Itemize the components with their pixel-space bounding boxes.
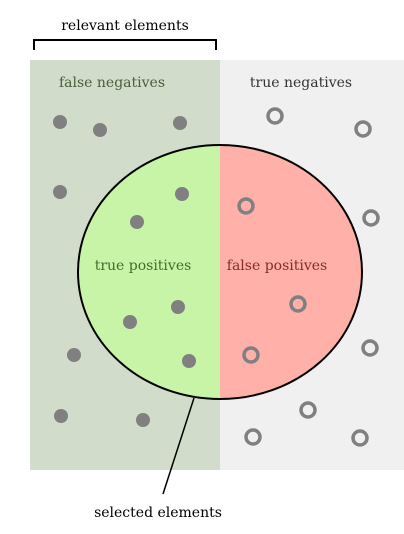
selected-elements-ellipse <box>77 144 363 400</box>
true-positives-area <box>78 145 220 399</box>
relevant-elements-bracket <box>33 39 217 50</box>
hollow-dot <box>266 107 284 125</box>
false-positives-area <box>220 145 362 399</box>
filled-dot <box>136 413 150 427</box>
filled-dot <box>175 187 189 201</box>
filled-dot <box>54 409 68 423</box>
false-negatives-label: false negatives <box>59 75 165 91</box>
filled-dot <box>182 354 196 368</box>
hollow-dot <box>242 346 260 364</box>
hollow-dot <box>354 120 372 138</box>
hollow-dot <box>361 339 379 357</box>
hollow-dot <box>289 295 307 313</box>
filled-dot <box>130 215 144 229</box>
filled-dot <box>93 123 107 137</box>
filled-dot <box>53 185 67 199</box>
hollow-dot <box>237 197 255 215</box>
filled-dot <box>173 116 187 130</box>
true-positives-label: true positives <box>95 258 192 274</box>
filled-dot <box>123 315 137 329</box>
true-negatives-label: true negatives <box>250 75 352 91</box>
hollow-dot <box>362 209 380 227</box>
selected-elements-label: selected elements <box>94 505 222 521</box>
non-relevant-element-dots <box>237 107 380 447</box>
filled-dot <box>171 300 185 314</box>
hollow-dot <box>351 429 369 447</box>
false-positives-label: false positives <box>227 258 327 274</box>
relevant-elements-label: relevant elements <box>61 18 189 34</box>
selected-elements-pointer <box>162 397 195 495</box>
hollow-dot <box>299 401 317 419</box>
relevant-element-dots <box>53 115 196 427</box>
filled-dot <box>53 115 67 129</box>
filled-dot <box>67 348 81 362</box>
hollow-dot <box>244 428 262 446</box>
